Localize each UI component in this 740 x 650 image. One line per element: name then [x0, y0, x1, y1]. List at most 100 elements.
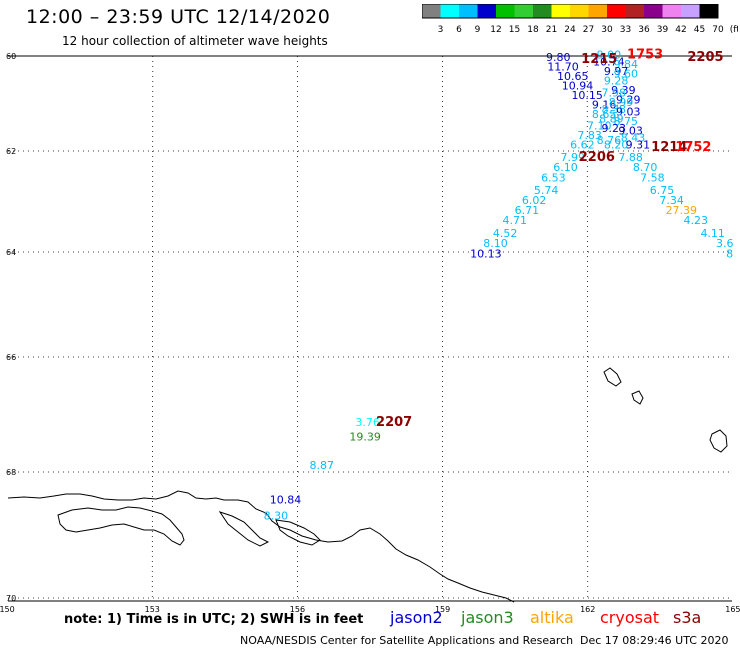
coastline-inlet	[57, 506, 185, 546]
wave-height-value: 8.75	[614, 115, 639, 128]
wave-height-value: 7.58	[640, 171, 665, 184]
longitude-label: 156	[290, 605, 305, 614]
legend-label: 30	[601, 25, 613, 35]
legend-label: 36	[638, 25, 650, 35]
legend-label: 21	[546, 25, 557, 35]
wave-height-value: 7.10	[587, 120, 612, 133]
longitude-label: 159	[435, 605, 450, 614]
longitude-line	[151, 55, 154, 602]
footnote: note: 1) Time is in UTC; 2) SWH is in fe…	[64, 612, 364, 627]
wave-height-value: 3.76	[355, 416, 380, 429]
legend-label: 70	[712, 25, 724, 35]
wave-height-value: 4.71	[503, 214, 528, 227]
wave-height-value: 7.99	[560, 151, 585, 164]
wave-height-value: 9.00	[597, 48, 622, 61]
legend-swatch	[699, 4, 718, 18]
island-east-2	[631, 390, 644, 405]
wave-height-value: 27.39	[666, 204, 698, 217]
wave-height-value: 10.15	[571, 89, 603, 102]
wave-height-value: 4.11	[700, 227, 725, 240]
wave-height-value: 19.39	[349, 430, 381, 443]
legend-swatch	[514, 4, 533, 18]
pass-time-label: 1753	[627, 47, 663, 62]
legend-swatch	[496, 4, 515, 18]
wave-height-value: 10.74	[593, 56, 625, 69]
wave-height-value: 9.39	[611, 84, 636, 97]
coastline-peninsula	[218, 511, 270, 547]
page-subtitle: 12 hour collection of altimeter wave hei…	[62, 34, 328, 48]
latitude-label: 64	[6, 248, 16, 257]
legend-label: 39	[657, 25, 669, 35]
latitude-label: 60	[6, 52, 16, 61]
legend-swatch	[625, 4, 644, 18]
wave-height-value: 9.60	[614, 67, 639, 80]
legend-swatch	[533, 4, 552, 18]
wave-height-value: 9.31	[626, 139, 651, 152]
legend-swatch	[681, 4, 700, 18]
wave-height-value: 8.20	[604, 139, 629, 152]
pass-time-label: 1752	[675, 140, 711, 155]
wave-height-value: 10.84	[270, 494, 302, 507]
satellite-cryosat: cryosat	[600, 608, 660, 627]
wave-height-value: 8.99	[609, 96, 634, 109]
credit-line: NOAA/NESDIS Center for Satellite Applica…	[240, 634, 574, 647]
latitude-label: 62	[6, 147, 16, 156]
pass-time-label: 2205	[687, 50, 723, 65]
legend-swatch	[422, 4, 441, 18]
satellite-s3a: s3a	[673, 608, 702, 627]
legend-swatch	[588, 4, 607, 18]
legend-label: 33	[620, 25, 631, 35]
island-east-3	[709, 429, 728, 453]
pass-time-label: 1214	[651, 140, 687, 155]
legend-swatch	[607, 4, 626, 18]
wave-height-value: 7.34	[659, 194, 684, 207]
longitude-label: 153	[145, 605, 160, 614]
longitude-label: 150	[0, 605, 15, 614]
wave-height-value: 9.29	[616, 94, 641, 107]
wave-height-value: 5.74	[534, 184, 559, 197]
wave-height-value: 9.97	[604, 65, 629, 78]
legend-label: 15	[509, 25, 520, 35]
wave-height-value: 8.38	[601, 103, 626, 116]
wave-height-value: 6.10	[553, 161, 578, 174]
wave-height-value: 8.30	[264, 509, 289, 522]
wave-height-value: 10.65	[557, 70, 589, 83]
wave-height-value: 9.23	[601, 122, 626, 135]
satellite-jason3: jason3	[461, 608, 514, 627]
wave-height-value: 8.89	[599, 113, 624, 126]
wave-height-value: 8.76	[597, 134, 622, 147]
legend-swatch	[570, 4, 589, 18]
wave-height-value: 6.62	[570, 139, 595, 152]
satellite-altika: altika	[530, 608, 574, 627]
longitude-label: 165	[725, 605, 740, 614]
latitude-label: 68	[6, 468, 16, 477]
legend-label: 12	[490, 25, 501, 35]
legend-label: 27	[583, 25, 594, 35]
legend-label: 6	[456, 25, 462, 35]
coastline-mainland	[7, 490, 515, 603]
wave-height-value: 11.70	[547, 60, 579, 73]
wave-height-value: 7.98	[601, 86, 626, 99]
page-title: 12:00 – 23:59 UTC 12/14/2020	[26, 6, 331, 28]
wave-height-value: 9.16	[592, 98, 617, 111]
generated-timestamp: Dec 17 08:29:46 UTC 2020	[580, 634, 729, 647]
legend-label: 45	[694, 25, 705, 35]
wave-height-value: 6.71	[515, 204, 540, 217]
legend-label: 9	[475, 25, 481, 35]
wave-height-value: 9.28	[604, 75, 629, 88]
legend-swatch	[662, 4, 681, 18]
wave-height-value: 6.53	[541, 171, 566, 184]
wave-height-value: 6.75	[650, 184, 675, 197]
legend-label: 42	[675, 25, 686, 35]
wave-height-value: 8.43	[621, 132, 646, 145]
legend-label: 3	[438, 25, 444, 35]
legend-label: (ft)	[730, 25, 738, 35]
wave-height-value: 8.87	[309, 459, 334, 472]
longitude-label: 162	[580, 605, 595, 614]
wave-height-value: 6.02	[522, 194, 547, 207]
wave-height-value: 8.65	[592, 108, 617, 121]
wave-height-value: 10.94	[562, 79, 594, 92]
legend-swatch	[644, 4, 663, 18]
wave-height-value: 9.03	[618, 124, 643, 137]
